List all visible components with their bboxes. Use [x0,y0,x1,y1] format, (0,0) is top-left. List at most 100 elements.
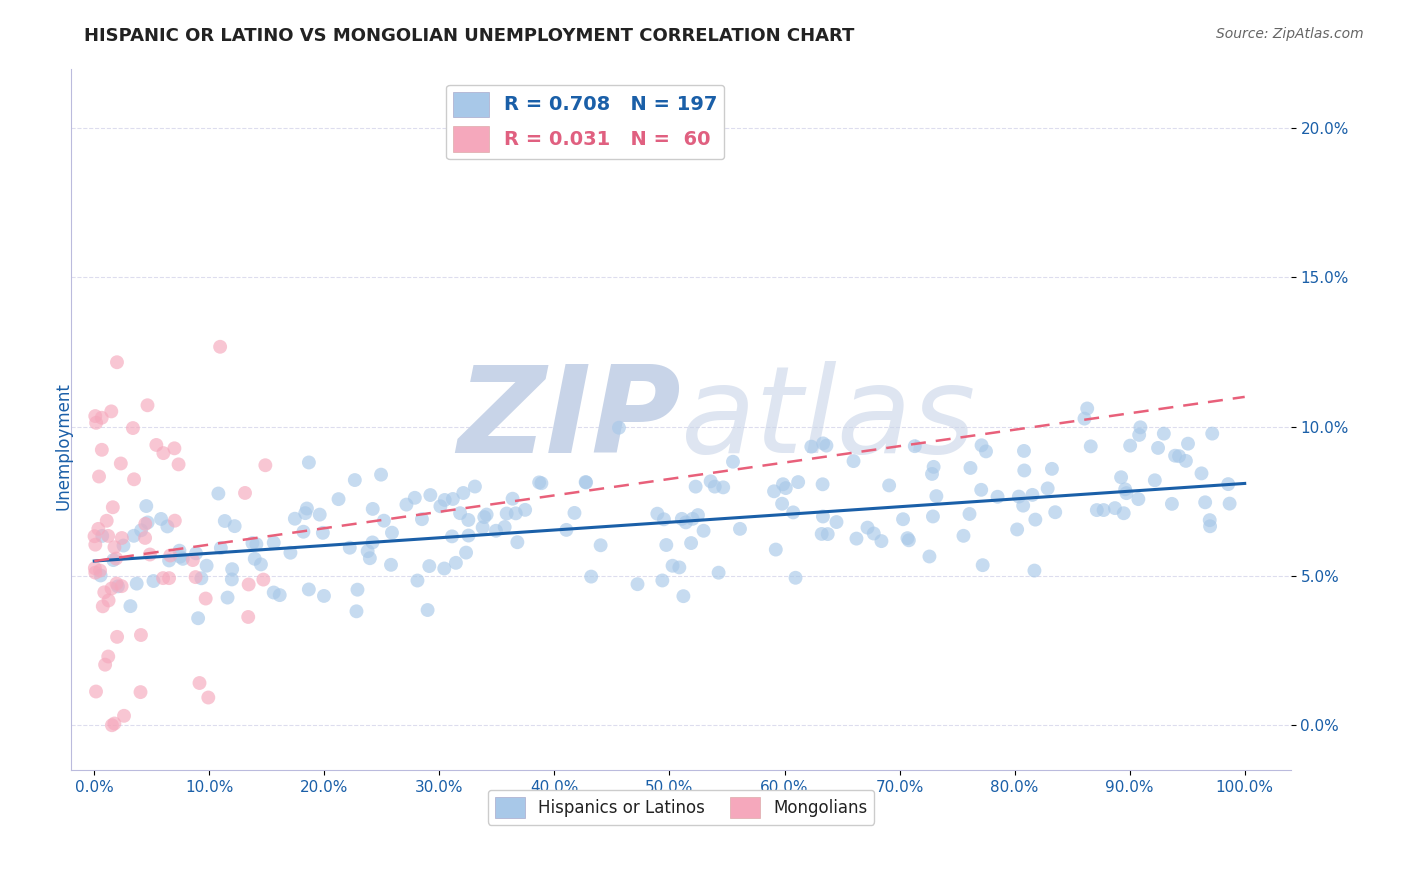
Point [1012,444,1035,458]
Point [959,461,981,475]
Point [243,551,266,566]
Point [685,480,707,494]
Point [970,483,993,497]
Point [370,467,392,482]
Point [1014,463,1036,477]
Point [1161,497,1184,511]
Point [91,599,114,614]
Point [728,522,751,536]
Point [1119,439,1142,453]
Point [172,551,194,566]
Point [1115,486,1137,500]
Point [440,529,463,543]
Point [163,514,186,528]
Point [112,708,135,723]
Point [1164,449,1187,463]
Point [765,542,787,557]
Point [84,538,107,552]
Point [93,585,115,599]
Point [134,531,156,545]
Point [506,535,529,549]
Point [136,516,159,530]
Point [862,526,884,541]
Point [1024,513,1046,527]
Point [163,442,186,456]
Text: HISPANIC OR LATINO VS MONGOLIAN UNEMPLOYMENT CORRELATION CHART: HISPANIC OR LATINO VS MONGOLIAN UNEMPLOY… [84,27,855,45]
Point [356,544,378,558]
Point [675,516,697,530]
Point [90,442,112,457]
Point [1024,564,1046,578]
Point [122,472,145,486]
Point [122,421,145,435]
Point [575,475,598,490]
Point [1128,428,1150,442]
Point [1128,492,1150,507]
Point [100,404,122,418]
Point [187,611,209,625]
Point [457,513,479,527]
Point [169,549,191,564]
Point [1143,473,1166,487]
Point [856,521,879,535]
Point [564,506,586,520]
Point [280,546,302,560]
Point [699,475,721,489]
Point [811,436,834,450]
Point [897,533,920,548]
Point [129,685,152,699]
Point [134,516,156,531]
Point [145,438,167,452]
Point [904,439,927,453]
Point [817,527,839,541]
Point [254,458,277,473]
Point [896,531,918,545]
Point [485,524,508,538]
Point [782,505,804,519]
Point [136,398,159,412]
Point [721,455,744,469]
Point [575,475,598,489]
Point [105,630,128,644]
Point [530,476,553,491]
Point [1045,505,1067,519]
Point [112,539,135,553]
Point [157,553,180,567]
Point [87,522,110,536]
Point [84,684,107,698]
Point [103,716,125,731]
Point [811,509,834,524]
Point [84,566,107,580]
Point [373,514,395,528]
Point [91,529,114,543]
Point [810,527,832,541]
Point [925,489,948,503]
Point [359,551,381,566]
Point [1147,441,1170,455]
Point [555,523,578,537]
Point [1219,497,1241,511]
Point [974,444,997,458]
Point [626,577,648,591]
Point [471,520,494,534]
Point [845,532,868,546]
Point [238,610,260,624]
Point [159,549,181,563]
Point [1036,482,1059,496]
Point [181,553,204,567]
Point [682,512,704,526]
Text: Unemployment: Unemployment [55,382,72,510]
Point [184,570,207,584]
Point [454,546,477,560]
Point [1218,477,1240,491]
Point [1177,436,1199,450]
Point [292,524,315,539]
Point [328,492,350,507]
Point [475,508,498,522]
Point [1201,426,1223,441]
Point [1129,420,1152,434]
Point [139,548,162,562]
Point [89,564,111,578]
Point [395,498,418,512]
Point [433,561,456,575]
